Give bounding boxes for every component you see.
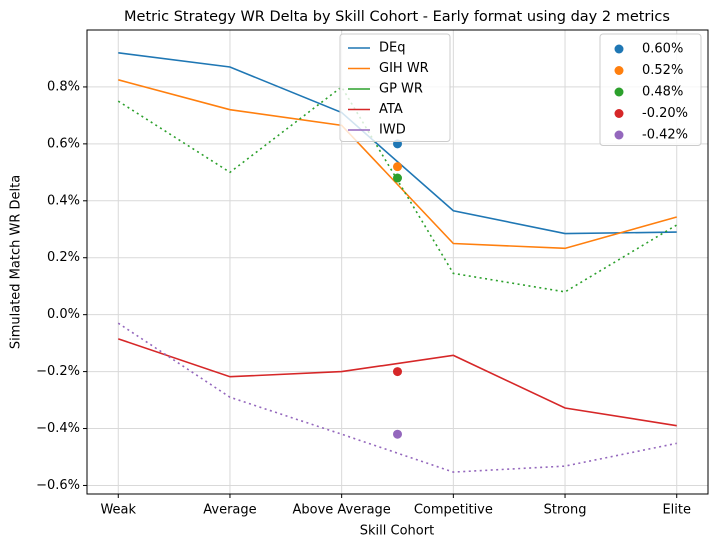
point bbox=[393, 173, 402, 183]
legend-swatch bbox=[614, 87, 624, 97]
legend-label: 0.60% bbox=[642, 42, 683, 57]
chart-title: Metric Strategy WR Delta by Skill Cohort… bbox=[124, 9, 670, 25]
legend-swatch bbox=[614, 66, 624, 75]
x-tick-label: Weak bbox=[100, 503, 136, 518]
series-line bbox=[117, 322, 677, 473]
legend-label: ATA bbox=[379, 102, 403, 117]
x-tick-label: Strong bbox=[544, 503, 587, 518]
y-tick-label: −0.6% bbox=[36, 478, 80, 493]
y-tick-label: −0.4% bbox=[36, 421, 80, 436]
series-line bbox=[118, 338, 677, 427]
y-tick-label: 0.2% bbox=[47, 250, 80, 265]
x-tick-label: Elite bbox=[662, 503, 691, 518]
legend-label: GIH WR bbox=[379, 61, 429, 76]
x-tick-label: Above Average bbox=[292, 503, 390, 518]
legend-swatch bbox=[614, 109, 624, 118]
legend-box bbox=[599, 33, 702, 146]
x-axis-label: Skill Cohort bbox=[360, 524, 434, 539]
point bbox=[393, 429, 402, 439]
legend-label: DEq bbox=[379, 41, 405, 56]
x-tick-label: Competitive bbox=[414, 503, 493, 518]
legend-box bbox=[339, 33, 451, 142]
y-tick-label: 0.4% bbox=[47, 193, 80, 208]
legend-label: -0.42% bbox=[642, 128, 688, 143]
legend-label: IWD bbox=[379, 123, 406, 138]
series-line bbox=[117, 85, 678, 293]
legend-swatch bbox=[614, 130, 624, 140]
series-line bbox=[118, 51, 677, 235]
legend-label: 0.48% bbox=[642, 85, 683, 100]
legend-label: -0.20% bbox=[642, 106, 688, 121]
y-axis-label: Simulated Match WR Delta bbox=[9, 175, 24, 349]
legend-swatch bbox=[614, 44, 624, 54]
y-tick-label: 0.8% bbox=[47, 79, 80, 94]
series-line bbox=[118, 79, 677, 250]
legend-label: GP WR bbox=[379, 82, 423, 97]
y-tick-label: −0.2% bbox=[36, 364, 80, 379]
plot-frame bbox=[86, 29, 709, 495]
y-tick-label: 0.6% bbox=[47, 136, 80, 151]
legend-label: 0.52% bbox=[642, 63, 683, 78]
y-tick-label: 0.0% bbox=[47, 307, 80, 322]
point bbox=[393, 162, 402, 172]
x-tick-label: Average bbox=[203, 503, 256, 518]
point bbox=[393, 367, 402, 377]
